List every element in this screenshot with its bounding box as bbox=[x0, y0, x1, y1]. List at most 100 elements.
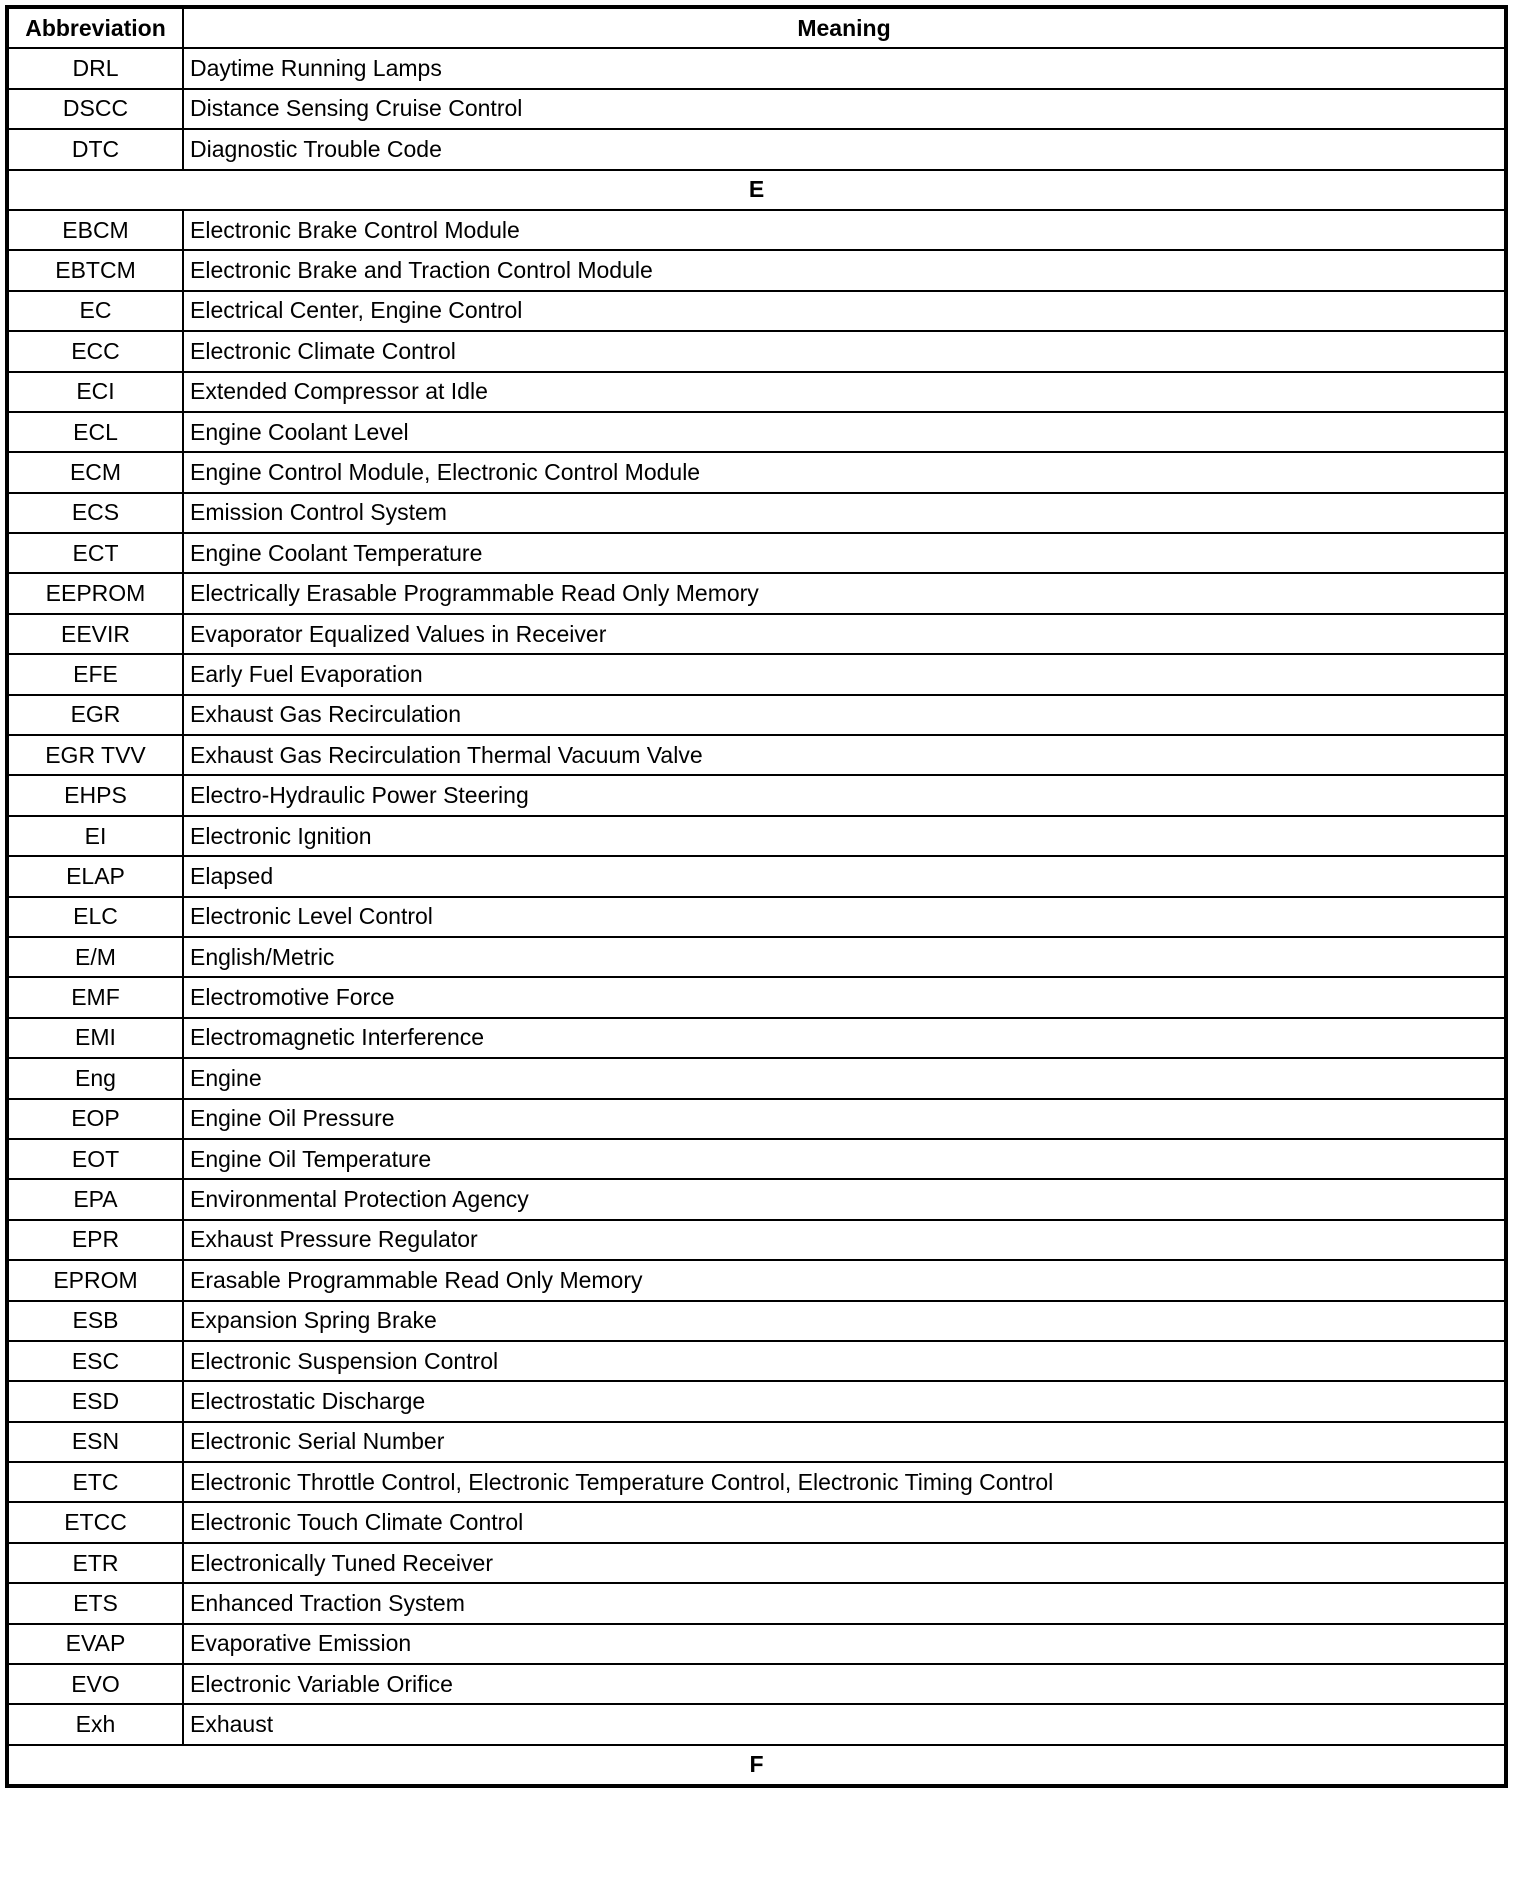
meaning-cell: Electronic Climate Control bbox=[182, 330, 1507, 373]
meaning-cell: Elapsed bbox=[182, 855, 1507, 898]
abbreviation-cell: EFE bbox=[6, 653, 184, 696]
table-row: EOP Engine Oil Pressure bbox=[6, 1097, 1507, 1140]
section-row: F bbox=[6, 1743, 1507, 1788]
table-row: ECT Engine Coolant Temperature bbox=[6, 532, 1507, 575]
abbreviation-cell: EVAP bbox=[6, 1622, 184, 1666]
meaning-cell: Early Fuel Evaporation bbox=[182, 653, 1507, 696]
abbreviation-cell: EBTCM bbox=[6, 249, 184, 292]
meaning-cell: Electronic Variable Orifice bbox=[182, 1663, 1507, 1706]
table-row: ELAP Elapsed bbox=[6, 855, 1507, 898]
abbreviation-cell: ETS bbox=[6, 1582, 184, 1625]
meaning-cell: Engine Control Module, Electronic Contro… bbox=[182, 451, 1507, 494]
meaning-cell: Distance Sensing Cruise Control bbox=[182, 87, 1507, 131]
abbreviation-cell: E/M bbox=[6, 935, 184, 979]
abbreviation-cell: EHPS bbox=[6, 774, 184, 817]
abbreviation-cell: EVO bbox=[6, 1663, 184, 1706]
table-row: EFE Early Fuel Evaporation bbox=[6, 653, 1507, 696]
table-row: ETS Enhanced Traction System bbox=[6, 1582, 1507, 1625]
table-row: ETR Electronically Tuned Receiver bbox=[6, 1541, 1507, 1585]
meaning-cell: Evaporator Equalized Values in Receiver bbox=[182, 612, 1507, 656]
abbreviation-cell: EPR bbox=[6, 1218, 184, 1262]
table-row: EGR Exhaust Gas Recirculation bbox=[6, 693, 1507, 737]
meaning-cell: Emission Control System bbox=[182, 491, 1507, 535]
table-row: DTC Diagnostic Trouble Code bbox=[6, 128, 1507, 171]
abbreviation-cell: EGR bbox=[6, 693, 184, 737]
section-letter: F bbox=[6, 1743, 1507, 1788]
abbreviation-cell: ECS bbox=[6, 491, 184, 535]
abbreviation-cell: ETCC bbox=[6, 1501, 184, 1544]
meaning-cell: Exhaust Gas Recirculation Thermal Vacuum… bbox=[182, 734, 1507, 777]
table-row: EVAP Evaporative Emission bbox=[6, 1622, 1507, 1666]
abbreviation-cell: EGR TVV bbox=[6, 734, 184, 777]
meaning-cell: Evaporative Emission bbox=[182, 1622, 1507, 1666]
meaning-cell: Electronic Level Control bbox=[182, 895, 1507, 938]
abbreviation-cell: ESB bbox=[6, 1299, 184, 1342]
abbreviation-cell: EEVIR bbox=[6, 612, 184, 656]
abbreviation-cell: EEPROM bbox=[6, 572, 184, 615]
meaning-cell: Electromotive Force bbox=[182, 976, 1507, 1019]
abbreviation-cell: EPROM bbox=[6, 1259, 184, 1302]
abbreviation-cell: ESN bbox=[6, 1420, 184, 1464]
abbreviation-cell: EMI bbox=[6, 1016, 184, 1060]
meaning-cell: Enhanced Traction System bbox=[182, 1582, 1507, 1625]
header-row: Abbreviation Meaning bbox=[6, 5, 1507, 50]
abbreviation-cell: ECL bbox=[6, 410, 184, 454]
abbreviation-cell: ECC bbox=[6, 330, 184, 373]
table-row: ECM Engine Control Module, Electronic Con… bbox=[6, 451, 1507, 494]
table-row: Exh Exhaust bbox=[6, 1703, 1507, 1746]
table-row: ECS Emission Control System bbox=[6, 491, 1507, 535]
meaning-cell: Engine Oil Pressure bbox=[182, 1097, 1507, 1140]
meaning-cell: Electrical Center, Engine Control bbox=[182, 289, 1507, 333]
meaning-cell: Electronic Serial Number bbox=[182, 1420, 1507, 1464]
table-row: E/M English/Metric bbox=[6, 935, 1507, 979]
table-row: EBCM Electronic Brake Control Module bbox=[6, 208, 1507, 252]
meaning-cell: Electromagnetic Interference bbox=[182, 1016, 1507, 1060]
table-row: EBTCM Electronic Brake and Traction Contr… bbox=[6, 249, 1507, 292]
table-row: ESD Electrostatic Discharge bbox=[6, 1380, 1507, 1423]
abbreviation-cell: EI bbox=[6, 814, 184, 858]
meaning-cell: Electro-Hydraulic Power Steering bbox=[182, 774, 1507, 817]
table-row: EEVIR Evaporator Equalized Values in Rece… bbox=[6, 612, 1507, 656]
abbreviation-cell: EBCM bbox=[6, 208, 184, 252]
section-row: E bbox=[6, 168, 1507, 211]
table-row: DSCC Distance Sensing Cruise Control bbox=[6, 87, 1507, 131]
abbreviation-cell: ETC bbox=[6, 1461, 184, 1504]
table-row: EPA Environmental Protection Agency bbox=[6, 1178, 1507, 1221]
meaning-cell: Electronic Ignition bbox=[182, 814, 1507, 858]
abbreviation-cell: EMF bbox=[6, 976, 184, 1019]
table-row: ESN Electronic Serial Number bbox=[6, 1420, 1507, 1464]
abbreviation-cell: ECI bbox=[6, 370, 184, 413]
table-row: EEPROM Electrically Erasable Programmable… bbox=[6, 572, 1507, 615]
meaning-cell: English/Metric bbox=[182, 935, 1507, 979]
table-row: EMF Electromotive Force bbox=[6, 976, 1507, 1019]
table-row: EVO Electronic Variable Orifice bbox=[6, 1663, 1507, 1706]
meaning-cell: Exhaust Pressure Regulator bbox=[182, 1218, 1507, 1262]
meaning-cell: Diagnostic Trouble Code bbox=[182, 128, 1507, 171]
abbreviation-cell: ETR bbox=[6, 1541, 184, 1585]
meaning-cell: Electronically Tuned Receiver bbox=[182, 1541, 1507, 1585]
meaning-cell: Environmental Protection Agency bbox=[182, 1178, 1507, 1221]
table-row: ETC Electronic Throttle Control, Electron… bbox=[6, 1461, 1507, 1504]
table-row: EHPS Electro-Hydraulic Power Steering bbox=[6, 774, 1507, 817]
meaning-cell: Expansion Spring Brake bbox=[182, 1299, 1507, 1342]
table-row: DRL Daytime Running Lamps bbox=[6, 47, 1507, 90]
meaning-cell: Electrostatic Discharge bbox=[182, 1380, 1507, 1423]
meaning-cell: Electronic Brake Control Module bbox=[182, 208, 1507, 252]
table-row: EMI Electromagnetic Interference bbox=[6, 1016, 1507, 1060]
table-row: ECC Electronic Climate Control bbox=[6, 330, 1507, 373]
table-row: ECI Extended Compressor at Idle bbox=[6, 370, 1507, 413]
abbreviation-cell: DSCC bbox=[6, 87, 184, 131]
meaning-cell: Electronic Suspension Control bbox=[182, 1339, 1507, 1383]
meaning-cell: Engine Coolant Temperature bbox=[182, 532, 1507, 575]
meaning-cell: Engine Coolant Level bbox=[182, 410, 1507, 454]
abbreviation-cell: ELAP bbox=[6, 855, 184, 898]
meaning-cell: Electronic Touch Climate Control bbox=[182, 1501, 1507, 1544]
table-row: EI Electronic Ignition bbox=[6, 814, 1507, 858]
abbreviation-cell: EOP bbox=[6, 1097, 184, 1140]
table-row: ESC Electronic Suspension Control bbox=[6, 1339, 1507, 1383]
abbreviation-cell: ELC bbox=[6, 895, 184, 938]
table-row: EC Electrical Center, Engine Control bbox=[6, 289, 1507, 333]
abbreviation-cell: ECT bbox=[6, 532, 184, 575]
table-row: EPROM Erasable Programmable Read Only Mem… bbox=[6, 1259, 1507, 1302]
abbreviation-cell: ESC bbox=[6, 1339, 184, 1383]
